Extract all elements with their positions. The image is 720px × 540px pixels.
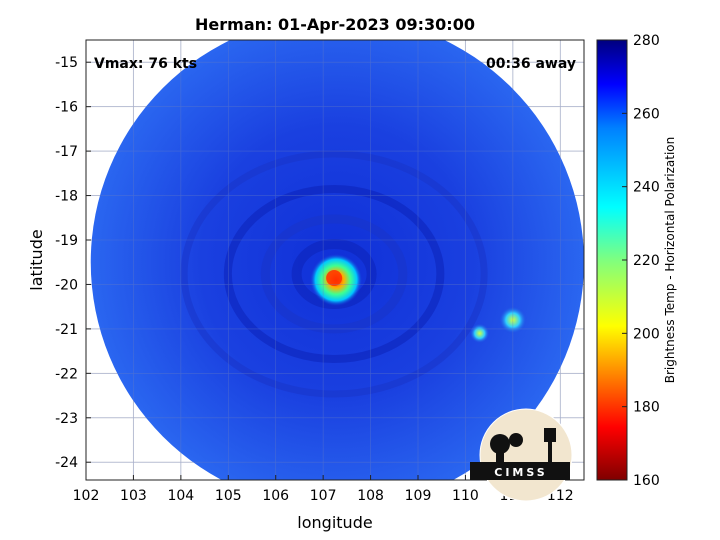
x-tick-label: 103	[120, 488, 147, 504]
rain-band	[180, 150, 488, 398]
colorbar-tick-label: 200	[633, 326, 660, 342]
colorbar-tick-label: 220	[633, 253, 660, 269]
colorbar-tick-label: 240	[633, 180, 660, 196]
x-tick-label: 109	[405, 488, 432, 504]
y-tick-label: -22	[55, 366, 78, 382]
time-away-label: 00:36 away	[486, 56, 576, 72]
microwave-imagery	[90, 40, 584, 480]
y-tick-label: -19	[55, 233, 78, 249]
plot-frame	[85, 39, 585, 481]
y-tick-label: -15	[55, 55, 78, 71]
chart-title: Herman: 01-Apr-2023 09:30:00	[195, 15, 475, 34]
x-tick-label: 102	[73, 488, 100, 504]
cimss-logo: CIMSS	[470, 408, 573, 502]
water-tower-icon	[544, 428, 556, 442]
x-tick-label: 104	[167, 488, 194, 504]
y-tick-label: -24	[55, 455, 78, 471]
satellite-dish-icon	[490, 434, 510, 454]
eye-core	[326, 270, 343, 286]
convective-cell	[469, 323, 490, 344]
x-axis-label: longitude	[297, 513, 372, 532]
x-tick-label: 107	[310, 488, 337, 504]
y-tick-label: -21	[55, 322, 78, 338]
x-tick-label: 105	[215, 488, 242, 504]
vmax-label: Vmax: 76 kts	[94, 56, 197, 72]
y-tick-label: -23	[55, 411, 78, 427]
x-tick-label: 110	[452, 488, 479, 504]
y-axis-ticks: -15 -16 -17 -18 -19 -20 -21 -22 -23 -24	[55, 55, 91, 471]
colorbar-ticks: 280 260 240 220 200 180 160	[622, 33, 660, 489]
colorbar-label: Brightness Temp - Horizontal Polarizatio…	[663, 137, 677, 384]
colorbar-tick-label: 160	[633, 473, 660, 489]
x-tick-label: 108	[357, 488, 384, 504]
y-axis-label: latitude	[27, 229, 46, 290]
x-tick-label: 106	[262, 488, 289, 504]
y-tick-label: -17	[55, 144, 78, 160]
colorbar-tick-label: 180	[633, 400, 660, 416]
colorbar-tick-label: 280	[633, 33, 660, 49]
y-tick-label: -18	[55, 189, 78, 205]
y-tick-label: -16	[55, 100, 78, 116]
rain-bands	[180, 150, 488, 398]
colorbar-tick-label: 260	[633, 106, 660, 122]
logo-text: CIMSS	[494, 466, 547, 479]
rain-band	[223, 185, 445, 363]
x-axis-ticks: 102103104105106107108109110111112	[73, 475, 574, 504]
y-tick-label: -20	[55, 277, 78, 293]
